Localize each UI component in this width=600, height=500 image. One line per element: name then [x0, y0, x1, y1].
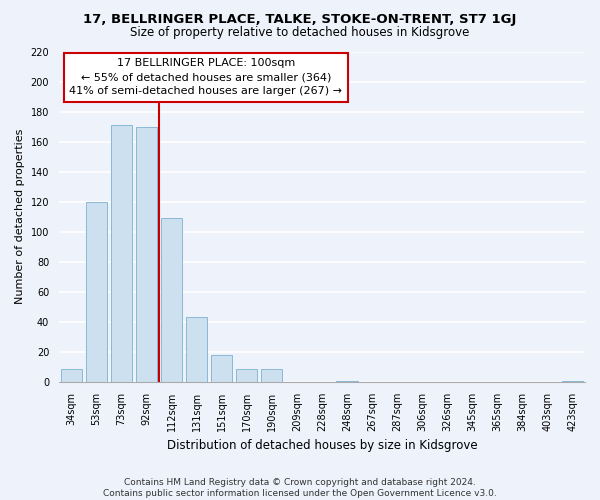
Bar [337, 380, 358, 382]
X-axis label: Distribution of detached houses by size in Kidsgrove: Distribution of detached houses by size … [167, 440, 477, 452]
Bar [211, 355, 232, 382]
Text: Size of property relative to detached houses in Kidsgrove: Size of property relative to detached ho… [130, 26, 470, 39]
Y-axis label: Number of detached properties: Number of detached properties [15, 129, 25, 304]
Bar [86, 202, 107, 382]
Bar [161, 218, 182, 382]
Bar [61, 368, 82, 382]
Text: Contains HM Land Registry data © Crown copyright and database right 2024.
Contai: Contains HM Land Registry data © Crown c… [103, 478, 497, 498]
Text: 17, BELLRINGER PLACE, TALKE, STOKE-ON-TRENT, ST7 1GJ: 17, BELLRINGER PLACE, TALKE, STOKE-ON-TR… [83, 12, 517, 26]
Bar [562, 380, 583, 382]
Bar [136, 126, 157, 382]
Bar [111, 125, 132, 382]
Bar [261, 368, 283, 382]
Bar [236, 368, 257, 382]
Bar [186, 318, 208, 382]
Text: 17 BELLRINGER PLACE: 100sqm
← 55% of detached houses are smaller (364)
41% of se: 17 BELLRINGER PLACE: 100sqm ← 55% of det… [70, 58, 343, 96]
